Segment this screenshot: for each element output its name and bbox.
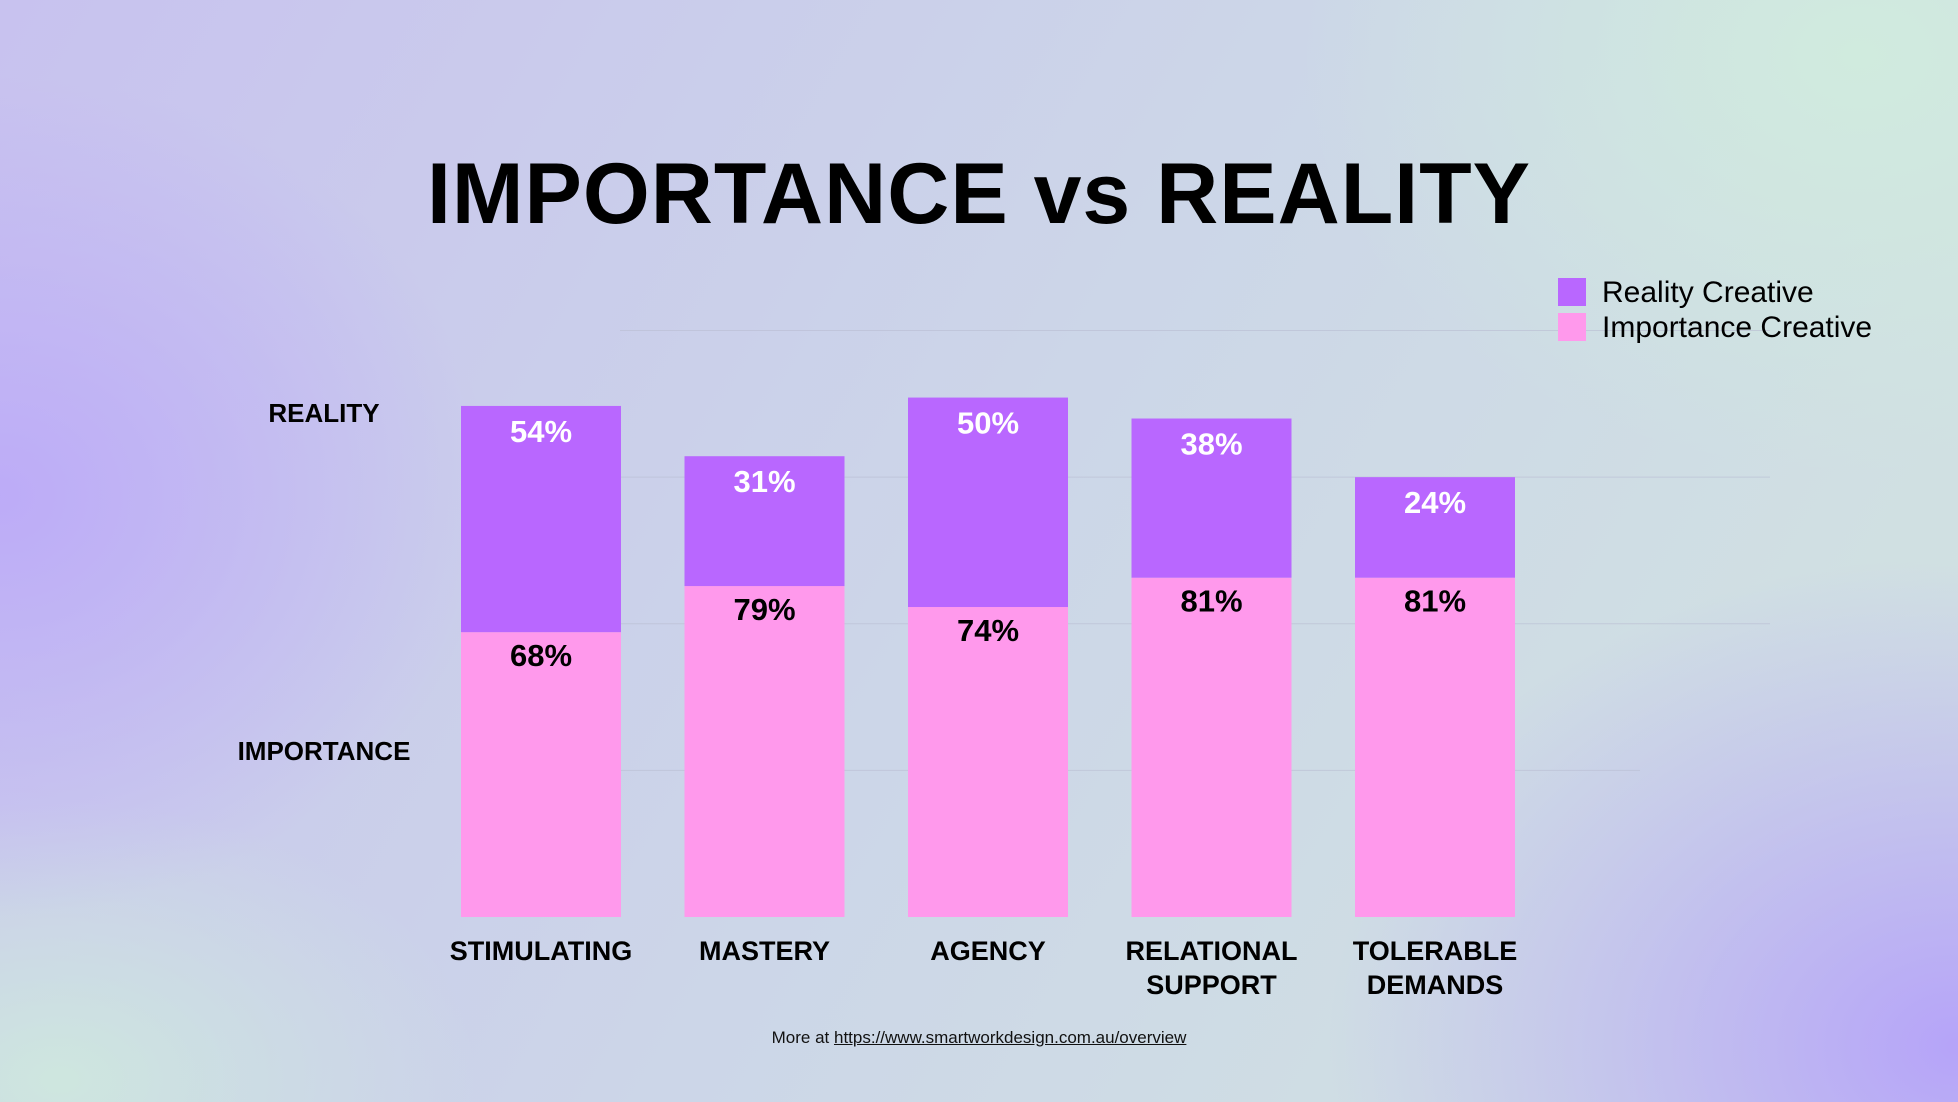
- category-label: RELATIONAL: [1126, 936, 1298, 966]
- category-label: STIMULATING: [450, 936, 632, 966]
- source-link[interactable]: https://www.smartworkdesign.com.au/overv…: [833, 1028, 1187, 1047]
- row-label: REALITY: [268, 398, 379, 428]
- data-label-importance: 79%: [733, 592, 795, 627]
- legend-label: Reality Creative: [1602, 276, 1814, 309]
- data-label-importance: 68%: [510, 638, 572, 673]
- row-label: IMPORTANCE: [238, 736, 411, 766]
- data-label-reality: 31%: [733, 464, 795, 499]
- data-label-reality: 24%: [1404, 485, 1466, 520]
- source-prefix: More at: [771, 1028, 830, 1047]
- category-label: AGENCY: [930, 936, 1046, 966]
- bar-reality: [1355, 477, 1515, 578]
- data-label-importance: 74%: [957, 613, 1019, 648]
- category-label: SUPPORT: [1146, 970, 1277, 1000]
- bar-importance: [1355, 577, 1515, 917]
- bar-importance: [684, 586, 845, 917]
- category-label: TOLERABLE: [1353, 936, 1518, 966]
- bar-reality: [461, 405, 621, 633]
- data-label-reality: 50%: [957, 406, 1019, 441]
- data-label-reality: 38%: [1180, 427, 1242, 462]
- bar-importance: [908, 607, 1068, 917]
- bar-importance: [461, 632, 621, 917]
- data-label-reality: 54%: [510, 414, 572, 449]
- legend-swatch: [1558, 278, 1586, 306]
- data-label-importance: 81%: [1180, 584, 1242, 619]
- category-label: DEMANDS: [1367, 970, 1504, 1000]
- chart-title: IMPORTANCE vs REALITY: [426, 146, 1532, 242]
- source-note: More at https://www.smartworkdesign.com.…: [0, 1028, 1958, 1048]
- bar-reality: [1131, 418, 1292, 578]
- legend-swatch: [1558, 313, 1586, 341]
- legend-label: Importance Creative: [1602, 311, 1872, 344]
- bar-reality: [908, 397, 1068, 608]
- bar-importance: [1131, 577, 1292, 917]
- category-label: MASTERY: [699, 936, 830, 966]
- data-label-importance: 81%: [1404, 584, 1466, 619]
- bar-reality: [684, 456, 845, 587]
